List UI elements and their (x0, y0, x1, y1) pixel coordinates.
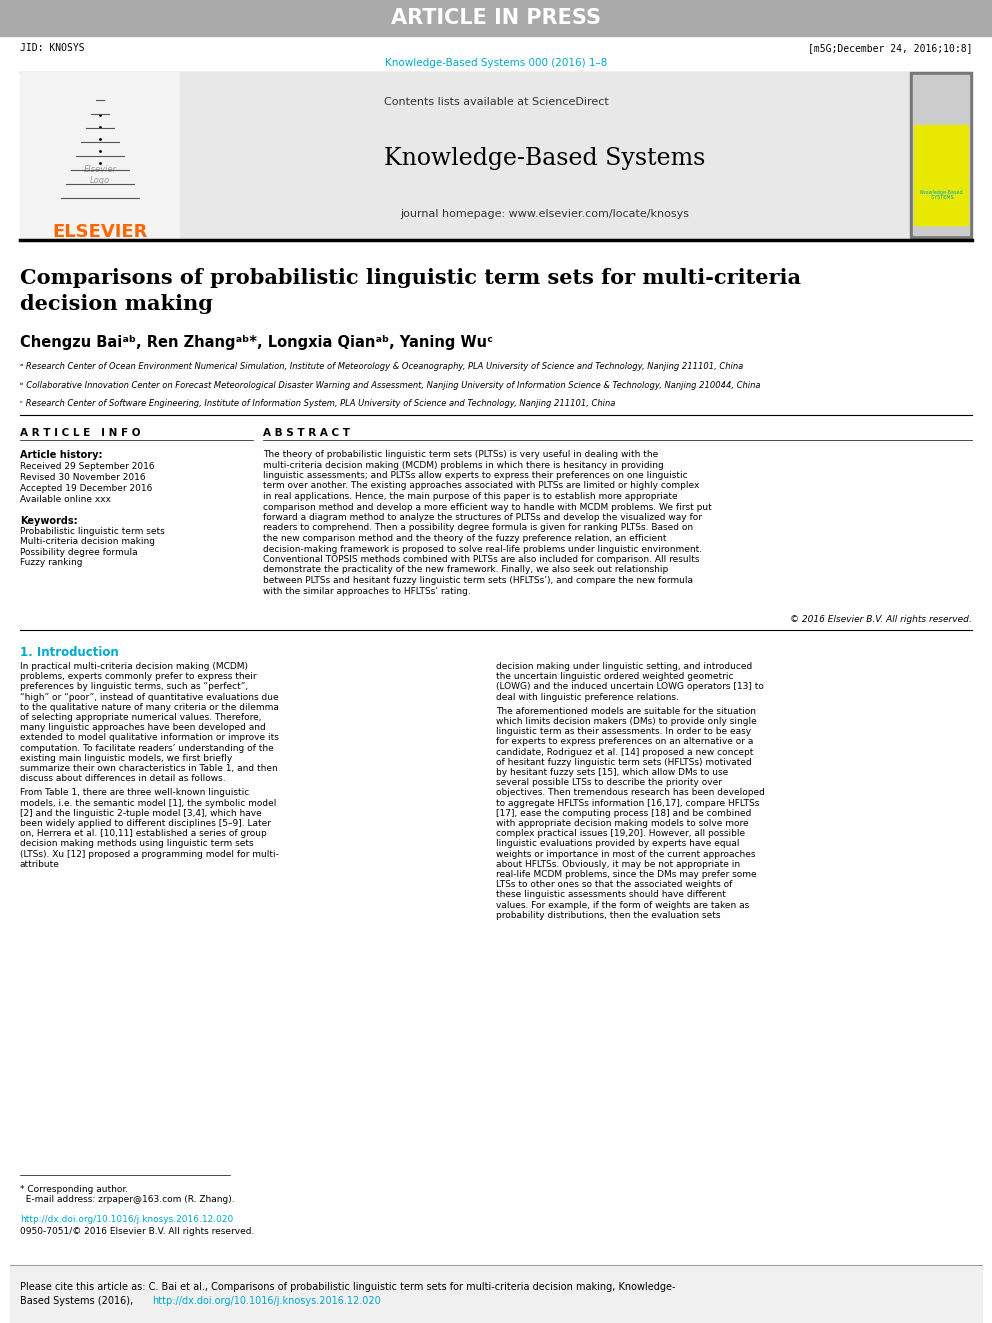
Text: A B S T R A C T: A B S T R A C T (263, 429, 350, 438)
Text: journal homepage: www.elsevier.com/locate/knosys: journal homepage: www.elsevier.com/locat… (401, 209, 689, 220)
Text: From Table 1, there are three well-known linguistic: From Table 1, there are three well-known… (20, 789, 249, 798)
Text: (LOWG) and the induced uncertain LOWG operators [13] to: (LOWG) and the induced uncertain LOWG op… (496, 683, 764, 692)
Text: to the qualitative nature of many criteria or the dilemma: to the qualitative nature of many criter… (20, 703, 279, 712)
Text: linguistic assessments; and PLTSs allow experts to express their preferences on : linguistic assessments; and PLTSs allow … (263, 471, 687, 480)
Bar (180, 71, 910, 238)
Bar (10, 1265, 982, 1323)
Text: these linguistic assessments should have different: these linguistic assessments should have… (496, 890, 726, 900)
Text: [2] and the linguistic 2-tuple model [3,4], which have: [2] and the linguistic 2-tuple model [3,… (20, 808, 262, 818)
Text: with the similar approaches to HFLTSs’ rating.: with the similar approaches to HFLTSs’ r… (263, 586, 471, 595)
Text: demonstrate the practicality of the new framework. Finally, we also seek out rel: demonstrate the practicality of the new … (263, 565, 669, 574)
Bar (910, 71, 972, 238)
Text: LTSs to other ones so that the associated weights of: LTSs to other ones so that the associate… (496, 880, 732, 889)
Text: ᵃ Research Center of Ocean Environment Numerical Simulation, Institute of Meteor: ᵃ Research Center of Ocean Environment N… (20, 363, 743, 370)
Text: for experts to express preferences on an alternative or a: for experts to express preferences on an… (496, 737, 753, 746)
Text: ELSEVIER: ELSEVIER (53, 224, 148, 241)
Text: forward a diagram method to analyze the structures of PLTSs and develop the visu: forward a diagram method to analyze the … (263, 513, 702, 523)
Text: decision making under linguistic setting, and introduced: decision making under linguistic setting… (496, 662, 752, 671)
Text: [m5G;December 24, 2016;10:8]: [m5G;December 24, 2016;10:8] (807, 44, 972, 53)
Text: the uncertain linguistic ordered weighted geometric: the uncertain linguistic ordered weighte… (496, 672, 733, 681)
Text: readers to comprehend. Then a possibility degree formula is given for ranking PL: readers to comprehend. Then a possibilit… (263, 524, 693, 532)
Text: about HFLTSs. Obviously, it may be not appropriate in: about HFLTSs. Obviously, it may be not a… (496, 860, 740, 869)
Text: summarize their own characteristics in Table 1, and then: summarize their own characteristics in T… (20, 763, 278, 773)
Text: several possible LTSs to describe the priority over: several possible LTSs to describe the pr… (496, 778, 722, 787)
Text: of selecting appropriate numerical values. Therefore,: of selecting appropriate numerical value… (20, 713, 262, 722)
Text: Conventional TOPSIS methods combined with PLTSs are also included for comparison: Conventional TOPSIS methods combined wit… (263, 556, 699, 564)
Text: linguistic term as their assessments. In order to be easy: linguistic term as their assessments. In… (496, 728, 751, 736)
Text: values. For example, if the form of weights are taken as: values. For example, if the form of weig… (496, 901, 749, 910)
Text: 1. Introduction: 1. Introduction (20, 646, 119, 659)
Text: Accepted 19 December 2016: Accepted 19 December 2016 (20, 484, 153, 493)
Text: http://dx.doi.org/10.1016/j.knosys.2016.12.020: http://dx.doi.org/10.1016/j.knosys.2016.… (20, 1215, 233, 1224)
Text: the new comparison method and the theory of the fuzzy preference relation, an ef: the new comparison method and the theory… (263, 534, 667, 542)
Text: comparison method and develop a more efficient way to handle with MCDM problems.: comparison method and develop a more eff… (263, 503, 711, 512)
Text: * Corresponding author.
  E-mail address: zrpaper@163.com (R. Zhang).: * Corresponding author. E-mail address: … (20, 1185, 235, 1204)
Text: Please cite this article as: C. Bai et al., Comparisons of probabilistic linguis: Please cite this article as: C. Bai et a… (20, 1282, 676, 1293)
Text: decision-making framework is proposed to solve real-life problems under linguist: decision-making framework is proposed to… (263, 545, 702, 553)
Text: (LTSs). Xu [12] proposed a programming model for multi-: (LTSs). Xu [12] proposed a programming m… (20, 849, 279, 859)
Text: weights or importance in most of the current approaches: weights or importance in most of the cur… (496, 849, 756, 859)
Text: 0950-7051/© 2016 Elsevier B.V. All rights reserved.: 0950-7051/© 2016 Elsevier B.V. All right… (20, 1226, 254, 1236)
Text: candidate, Rodriguez et al. [14] proposed a new concept: candidate, Rodriguez et al. [14] propose… (496, 747, 753, 757)
Text: existing main linguistic models, we first briefly: existing main linguistic models, we firs… (20, 754, 232, 763)
Text: [17], ease the computing process [18] and be combined: [17], ease the computing process [18] an… (496, 808, 751, 818)
Text: The aforementioned models are suitable for the situation: The aforementioned models are suitable f… (496, 706, 756, 716)
Text: “high” or “poor”, instead of quantitative evaluations due: “high” or “poor”, instead of quantitativ… (20, 693, 279, 701)
Text: linguistic evaluations provided by experts have equal: linguistic evaluations provided by exper… (496, 839, 739, 848)
Text: problems, experts commonly prefer to express their: problems, experts commonly prefer to exp… (20, 672, 257, 681)
Text: extended to model qualitative information or improve its: extended to model qualitative informatio… (20, 733, 279, 742)
Bar (20, 71, 180, 238)
Text: ᶜ Research Center of Software Engineering, Institute of Information System, PLA : ᶜ Research Center of Software Engineerin… (20, 400, 615, 407)
Text: probability distributions, then the evaluation sets: probability distributions, then the eval… (496, 910, 720, 919)
Text: Knowledge-Based Systems: Knowledge-Based Systems (384, 147, 705, 169)
Text: to aggregate HFLTSs information [16,17], compare HFLTSs: to aggregate HFLTSs information [16,17],… (496, 799, 759, 807)
Text: Probabilistic linguistic term sets
Multi-criteria decision making
Possibility de: Probabilistic linguistic term sets Multi… (20, 527, 165, 568)
Text: Knowledge-Based
  SYSTEMS: Knowledge-Based SYSTEMS (920, 189, 963, 200)
Text: attribute: attribute (20, 860, 60, 869)
Text: A R T I C L E   I N F O: A R T I C L E I N F O (20, 429, 141, 438)
Text: Elsevier
Logo: Elsevier Logo (83, 165, 117, 185)
Text: Knowledge-Based Systems 000 (2016) 1–8: Knowledge-Based Systems 000 (2016) 1–8 (385, 58, 607, 67)
Text: Article history:: Article history: (20, 450, 102, 460)
Text: deal with linguistic preference relations.: deal with linguistic preference relation… (496, 693, 679, 701)
Text: Based Systems (2016),: Based Systems (2016), (20, 1297, 136, 1306)
Text: © 2016 Elsevier B.V. All rights reserved.: © 2016 Elsevier B.V. All rights reserved… (791, 615, 972, 624)
Text: by hesitant fuzzy sets [15], which allow DMs to use: by hesitant fuzzy sets [15], which allow… (496, 767, 728, 777)
Text: multi-criteria decision making (MCDM) problems in which there is hesitancy in pr: multi-criteria decision making (MCDM) pr… (263, 460, 664, 470)
Text: with appropriate decision making models to solve more: with appropriate decision making models … (496, 819, 749, 828)
Text: ᵇ Collaborative Innovation Center on Forecast Meteorological Disaster Warning an: ᵇ Collaborative Innovation Center on For… (20, 381, 761, 390)
Text: In practical multi-criteria decision making (MCDM): In practical multi-criteria decision mak… (20, 662, 248, 671)
Bar (914, 124, 968, 225)
Text: computation. To facilitate readers’ understanding of the: computation. To facilitate readers’ unde… (20, 744, 274, 753)
Text: many linguistic approaches have been developed and: many linguistic approaches have been dev… (20, 724, 266, 732)
Text: Contents lists available at ScienceDirect: Contents lists available at ScienceDirec… (384, 97, 608, 107)
Bar (0, 0, 992, 36)
Text: Received 29 September 2016: Received 29 September 2016 (20, 462, 155, 471)
Text: preferences by linguistic terms, such as “perfect”,: preferences by linguistic terms, such as… (20, 683, 248, 692)
Text: models, i.e. the semantic model [1], the symbolic model: models, i.e. the semantic model [1], the… (20, 799, 277, 807)
Text: Chengzu Baiᵃᵇ, Ren Zhangᵃᵇ*, Longxia Qianᵃᵇ, Yaning Wuᶜ: Chengzu Baiᵃᵇ, Ren Zhangᵃᵇ*, Longxia Qia… (20, 335, 493, 351)
Text: term over another. The existing approaches associated with PLTSs are limited or : term over another. The existing approach… (263, 482, 699, 491)
Text: Revised 30 November 2016: Revised 30 November 2016 (20, 474, 146, 482)
Text: Available online xxx: Available online xxx (20, 495, 111, 504)
Text: complex practical issues [19,20]. However, all possible: complex practical issues [19,20]. Howeve… (496, 830, 745, 839)
Text: between PLTSs and hesitant fuzzy linguistic term sets (HFLTSs’), and compare the: between PLTSs and hesitant fuzzy linguis… (263, 576, 693, 585)
Text: JID: KNOSYS: JID: KNOSYS (20, 44, 84, 53)
Text: discuss about differences in detail as follows.: discuss about differences in detail as f… (20, 774, 225, 783)
Text: real-life MCDM problems, since the DMs may prefer some: real-life MCDM problems, since the DMs m… (496, 871, 757, 878)
Text: objectives. Then tremendous research has been developed: objectives. Then tremendous research has… (496, 789, 765, 798)
Text: Comparisons of probabilistic linguistic term sets for multi-criteria
decision ma: Comparisons of probabilistic linguistic … (20, 269, 801, 315)
Text: of hesitant fuzzy linguistic term sets (HFLTSs) motivated: of hesitant fuzzy linguistic term sets (… (496, 758, 752, 767)
Text: on, Herrera et al. [10,11] established a series of group: on, Herrera et al. [10,11] established a… (20, 830, 267, 839)
Text: decision making methods using linguistic term sets: decision making methods using linguistic… (20, 839, 254, 848)
Text: ARTICLE IN PRESS: ARTICLE IN PRESS (391, 8, 601, 28)
Text: The theory of probabilistic linguistic term sets (PLTSs) is very useful in deali: The theory of probabilistic linguistic t… (263, 450, 659, 459)
Text: Keywords:: Keywords: (20, 516, 77, 527)
Text: http://dx.doi.org/10.1016/j.knosys.2016.12.020: http://dx.doi.org/10.1016/j.knosys.2016.… (152, 1297, 381, 1306)
Text: been widely applied to different disciplines [5–9]. Later: been widely applied to different discipl… (20, 819, 271, 828)
Text: which limits decision makers (DMs) to provide only single: which limits decision makers (DMs) to pr… (496, 717, 757, 726)
Text: in real applications. Hence, the main purpose of this paper is to establish more: in real applications. Hence, the main pu… (263, 492, 678, 501)
Bar (913, 75, 969, 235)
